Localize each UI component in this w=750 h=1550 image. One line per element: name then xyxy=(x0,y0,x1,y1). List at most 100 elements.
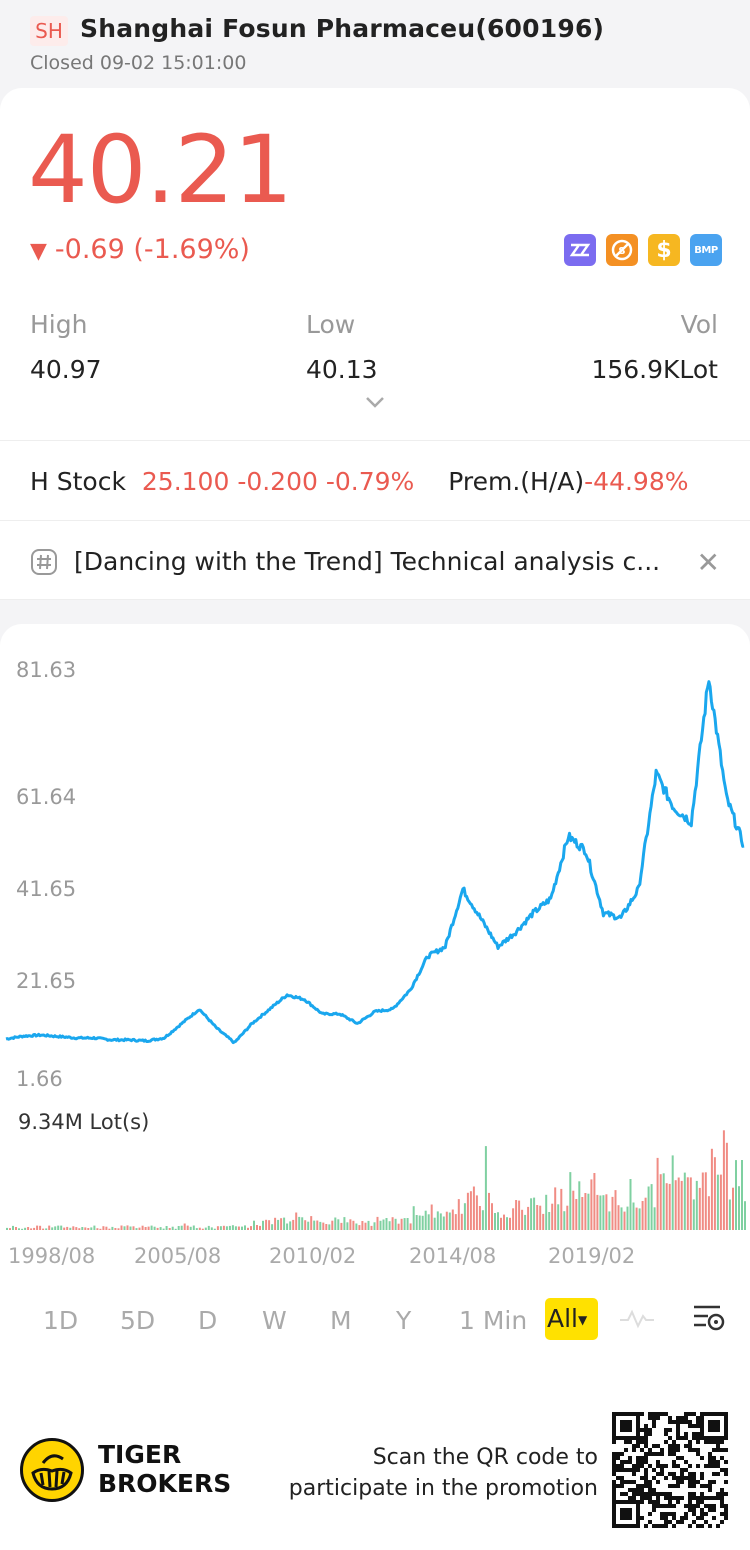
tab-5d[interactable]: 5D xyxy=(120,1306,156,1335)
volume-bar xyxy=(596,1194,599,1230)
qr-module xyxy=(696,1452,700,1456)
volume-bar xyxy=(439,1213,442,1230)
qr-module xyxy=(716,1444,720,1448)
qr-module xyxy=(652,1504,656,1508)
qr-module xyxy=(648,1448,652,1452)
qr-module xyxy=(724,1468,728,1472)
qr-module xyxy=(720,1488,724,1492)
chart-settings-icon[interactable] xyxy=(692,1302,726,1338)
y-axis-label: 41.65 xyxy=(16,877,77,901)
qr-module xyxy=(684,1504,688,1508)
volume-bar xyxy=(626,1206,629,1230)
qr-module xyxy=(616,1476,620,1480)
volume-bar xyxy=(677,1177,680,1230)
volume-bar xyxy=(469,1191,472,1230)
qr-module xyxy=(616,1500,620,1504)
qr-module xyxy=(664,1496,668,1500)
qr-module xyxy=(700,1472,704,1476)
qr-module xyxy=(680,1476,684,1480)
x-axis-label: 1998/08 xyxy=(8,1244,96,1268)
volume-bar xyxy=(641,1201,644,1230)
qr-module xyxy=(668,1484,672,1488)
no-short-icon[interactable]: S xyxy=(606,234,638,266)
qr-module xyxy=(668,1428,672,1432)
tag-icons: S $ BMP xyxy=(564,234,722,266)
price-chart[interactable] xyxy=(0,624,750,1244)
qr-module xyxy=(700,1512,704,1516)
tab-year[interactable]: Y xyxy=(396,1306,412,1335)
volume-bar xyxy=(674,1180,677,1230)
volume-bar xyxy=(216,1226,219,1230)
qr-module xyxy=(700,1508,704,1512)
qr-module xyxy=(692,1520,696,1524)
volume-bar xyxy=(484,1146,487,1230)
qr-module xyxy=(724,1492,728,1496)
line-chart-icon[interactable] xyxy=(618,1304,656,1338)
qr-module xyxy=(664,1412,668,1416)
zz-icon[interactable] xyxy=(564,234,596,266)
high-value: 40.97 xyxy=(30,355,102,384)
qr-module xyxy=(696,1504,700,1508)
qr-module xyxy=(632,1488,636,1492)
qr-module xyxy=(644,1456,648,1460)
qr-module xyxy=(648,1520,652,1524)
volume-bar xyxy=(388,1221,391,1230)
volume-bar xyxy=(207,1225,210,1230)
qr-module xyxy=(712,1456,716,1460)
volume-bar xyxy=(111,1226,114,1230)
qr-module xyxy=(644,1496,648,1500)
qr-module xyxy=(668,1520,672,1524)
qr-module xyxy=(612,1464,616,1468)
qr-module xyxy=(652,1492,656,1496)
tab-day[interactable]: D xyxy=(198,1306,218,1335)
tab-1min[interactable]: 1 Min xyxy=(459,1306,528,1335)
volume-bar xyxy=(385,1218,388,1230)
tab-month[interactable]: M xyxy=(330,1306,352,1335)
qr-module xyxy=(632,1500,636,1504)
volume-bar xyxy=(686,1177,689,1230)
margin-dollar-icon[interactable]: $ xyxy=(648,234,680,266)
qr-module xyxy=(708,1464,712,1468)
chart-card[interactable]: 81.63 61.64 41.65 21.65 1.66 9.34M Lot(s… xyxy=(0,624,750,1390)
qr-module xyxy=(652,1468,656,1472)
h-stock-row[interactable]: H Stock 25.100 -0.200 -0.79% Prem.(H/A)-… xyxy=(0,440,750,520)
qr-module xyxy=(640,1428,644,1432)
qr-module xyxy=(692,1476,696,1480)
volume-bar xyxy=(382,1219,385,1230)
stock-title[interactable]: Shanghai Fosun Pharmaceu(600196) xyxy=(80,14,605,43)
tab-week[interactable]: W xyxy=(262,1306,287,1335)
close-icon[interactable]: ✕ xyxy=(696,546,720,579)
volume-bar xyxy=(563,1211,566,1230)
qr-module xyxy=(652,1416,656,1420)
volume-bar xyxy=(262,1220,264,1230)
qr-module xyxy=(676,1496,680,1500)
qr-module xyxy=(612,1424,616,1428)
qr-module xyxy=(632,1480,636,1484)
qr-module xyxy=(708,1436,712,1440)
volume-bar xyxy=(735,1160,737,1230)
qr-module xyxy=(636,1468,640,1472)
volume-bar xyxy=(581,1197,584,1230)
qr-module xyxy=(644,1468,648,1472)
bmp-icon[interactable]: BMP xyxy=(690,234,722,266)
qr-module xyxy=(636,1424,640,1428)
qr-module xyxy=(668,1492,672,1496)
volume-bar xyxy=(650,1184,653,1230)
tab-all[interactable]: All▼ xyxy=(545,1298,598,1340)
period-tabs: 1D 5D D W M Y 1 Min All▼ xyxy=(0,1296,750,1346)
volume-bar xyxy=(683,1172,686,1230)
qr-module xyxy=(632,1492,636,1496)
chevron-down-icon[interactable] xyxy=(364,394,386,413)
qr-module xyxy=(656,1452,660,1456)
volume-bar xyxy=(698,1187,701,1230)
news-banner[interactable]: [Dancing with the Trend] Technical analy… xyxy=(0,520,750,600)
tab-1d[interactable]: 1D xyxy=(43,1306,79,1335)
qr-module xyxy=(648,1464,652,1468)
qr-module xyxy=(676,1432,680,1436)
volume-bar xyxy=(135,1228,138,1230)
volume-bar xyxy=(557,1204,560,1230)
qr-module xyxy=(636,1440,640,1444)
news-headline[interactable]: [Dancing with the Trend] Technical analy… xyxy=(74,547,661,576)
qr-code[interactable] xyxy=(612,1412,728,1528)
qr-module xyxy=(664,1464,668,1468)
